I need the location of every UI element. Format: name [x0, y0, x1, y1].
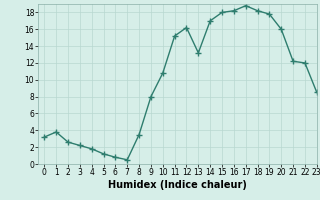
X-axis label: Humidex (Indice chaleur): Humidex (Indice chaleur): [108, 180, 247, 190]
